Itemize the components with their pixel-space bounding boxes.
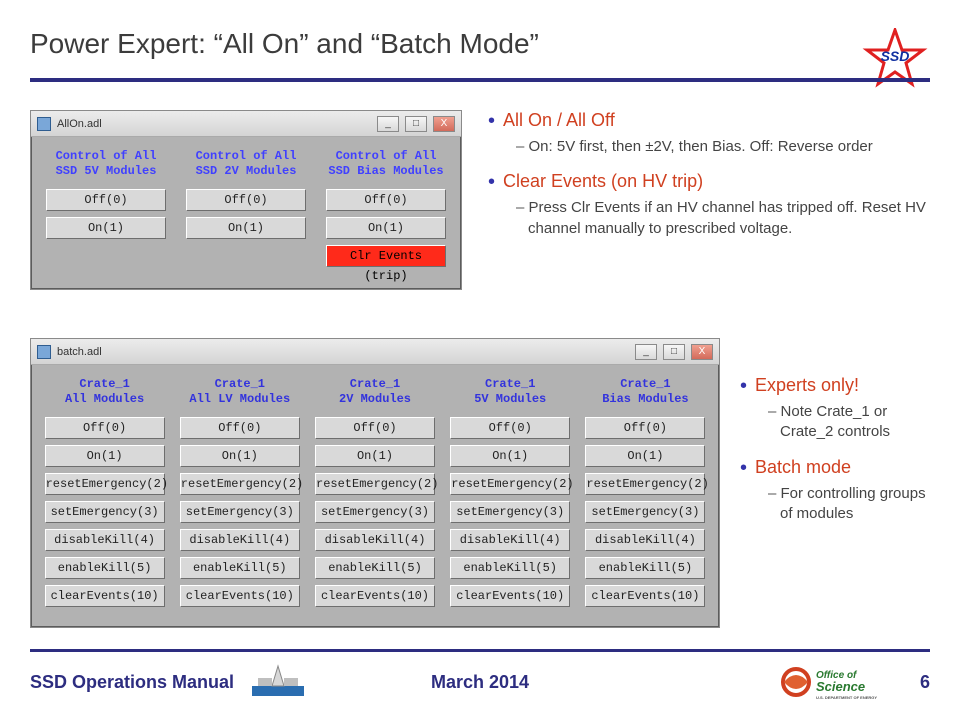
batch-button[interactable]: setEmergency(3) — [585, 501, 705, 523]
batch-col-header: Crate_1 5V Modules — [447, 377, 574, 407]
batch-button[interactable]: clearEvents(10) — [180, 585, 300, 607]
batch-button[interactable]: disableKill(4) — [450, 529, 570, 551]
clr-events-button[interactable]: Clr Events (trip) — [326, 245, 446, 267]
maximize-icon[interactable]: □ — [405, 116, 427, 132]
batch-button[interactable]: resetEmergency(2) — [585, 473, 705, 495]
bullets-bottom: Experts only! Note Crate_1 or Crate_2 con… — [740, 375, 930, 538]
bullet-l1: Batch mode — [755, 457, 851, 477]
batch-button[interactable]: setEmergency(3) — [45, 501, 165, 523]
batch-button[interactable]: enableKill(5) — [315, 557, 435, 579]
title-rule — [30, 78, 930, 82]
batch-col-header: Crate_1 All LV Modules — [176, 377, 303, 407]
batch-button[interactable]: Off(0) — [180, 417, 300, 439]
footer-center: March 2014 — [431, 672, 529, 693]
doe-logo-icon: Office of Science U.S. DEPARTMENT OF ENE… — [780, 664, 890, 700]
batch-button[interactable]: Off(0) — [45, 417, 165, 439]
batch-button[interactable]: On(1) — [180, 445, 300, 467]
batch-button[interactable]: enableKill(5) — [585, 557, 705, 579]
allon-window-titlebar: AllOn.adl _ □ X — [31, 111, 461, 137]
svg-text:Science: Science — [816, 679, 865, 694]
close-icon[interactable]: X — [433, 116, 455, 132]
batch-button[interactable]: resetEmergency(2) — [450, 473, 570, 495]
footer: SSD Operations Manual March 2014 Office … — [30, 664, 930, 700]
batch-button[interactable]: Off(0) — [585, 417, 705, 439]
bullet-l2: Note Crate_1 or Crate_2 controls — [768, 402, 930, 443]
batch-button[interactable]: disableKill(4) — [315, 529, 435, 551]
app-icon — [37, 117, 51, 131]
power-button[interactable]: Off(0) — [46, 189, 166, 211]
ssd-logo-text: SSD — [881, 48, 910, 64]
allon-col-header: Control of All SSD 5V Modules — [41, 149, 171, 179]
batch-window: batch.adl _ □ X Crate_1 All Modules Off(0… — [30, 338, 720, 628]
batch-button[interactable]: clearEvents(10) — [45, 585, 165, 607]
maximize-icon[interactable]: □ — [663, 344, 685, 360]
batch-button[interactable]: enableKill(5) — [450, 557, 570, 579]
batch-button[interactable]: On(1) — [45, 445, 165, 467]
bullet-l2: Press Clr Events if an HV channel has tr… — [516, 198, 930, 239]
power-button[interactable]: On(1) — [326, 217, 446, 239]
batch-button[interactable]: setEmergency(3) — [180, 501, 300, 523]
power-button[interactable]: Off(0) — [326, 189, 446, 211]
allon-col-header: Control of All SSD 2V Modules — [181, 149, 311, 179]
batch-button[interactable]: resetEmergency(2) — [180, 473, 300, 495]
minimize-icon[interactable]: _ — [635, 344, 657, 360]
bullet-l1: Experts only! — [755, 375, 859, 395]
batch-button[interactable]: resetEmergency(2) — [315, 473, 435, 495]
bullet-l1: All On / All Off — [503, 110, 615, 130]
batch-button[interactable]: On(1) — [315, 445, 435, 467]
batch-button[interactable]: disableKill(4) — [45, 529, 165, 551]
minimize-icon[interactable]: _ — [377, 116, 399, 132]
batch-window-titlebar: batch.adl _ □ X — [31, 339, 719, 365]
batch-button[interactable]: clearEvents(10) — [315, 585, 435, 607]
close-icon[interactable]: X — [691, 344, 713, 360]
batch-window-title: batch.adl — [57, 346, 102, 358]
power-button[interactable]: On(1) — [186, 217, 306, 239]
batch-button[interactable]: Off(0) — [315, 417, 435, 439]
batch-button[interactable]: setEmergency(3) — [450, 501, 570, 523]
bullet-l1: Clear Events (on HV trip) — [503, 171, 703, 191]
batch-button[interactable]: clearEvents(10) — [450, 585, 570, 607]
bullet-l2: On: 5V first, then ±2V, then Bias. Off: … — [516, 137, 930, 157]
batch-button[interactable]: disableKill(4) — [585, 529, 705, 551]
page-number: 6 — [920, 672, 930, 693]
batch-col-header: Crate_1 All Modules — [41, 377, 168, 407]
allon-window: AllOn.adl _ □ X Control of All SSD 5V Mo… — [30, 110, 462, 290]
app-icon — [37, 345, 51, 359]
footer-left: SSD Operations Manual — [30, 672, 234, 693]
batch-col-header: Crate_1 2V Modules — [311, 377, 438, 407]
batch-button[interactable]: enableKill(5) — [180, 557, 300, 579]
batch-button[interactable]: resetEmergency(2) — [45, 473, 165, 495]
power-button[interactable]: Off(0) — [186, 189, 306, 211]
slide-title: Power Expert: “All On” and “Batch Mode” — [30, 28, 539, 60]
allon-col-header: Control of All SSD Bias Modules — [321, 149, 451, 179]
svg-text:U.S. DEPARTMENT OF ENERGY: U.S. DEPARTMENT OF ENERGY — [816, 695, 877, 700]
batch-button[interactable]: Off(0) — [450, 417, 570, 439]
batch-col-header: Crate_1 Bias Modules — [582, 377, 709, 407]
allon-window-title: AllOn.adl — [57, 118, 102, 130]
footer-rule — [30, 649, 930, 652]
bullets-top: All On / All Off On: 5V first, then ±2V, … — [488, 110, 930, 253]
lbl-logo-icon — [246, 664, 310, 700]
batch-button[interactable]: enableKill(5) — [45, 557, 165, 579]
batch-button[interactable]: On(1) — [585, 445, 705, 467]
batch-button[interactable]: On(1) — [450, 445, 570, 467]
power-button[interactable]: On(1) — [46, 217, 166, 239]
bullet-l2: For controlling groups of modules — [768, 484, 930, 525]
batch-button[interactable]: setEmergency(3) — [315, 501, 435, 523]
batch-button[interactable]: clearEvents(10) — [585, 585, 705, 607]
batch-button[interactable]: disableKill(4) — [180, 529, 300, 551]
